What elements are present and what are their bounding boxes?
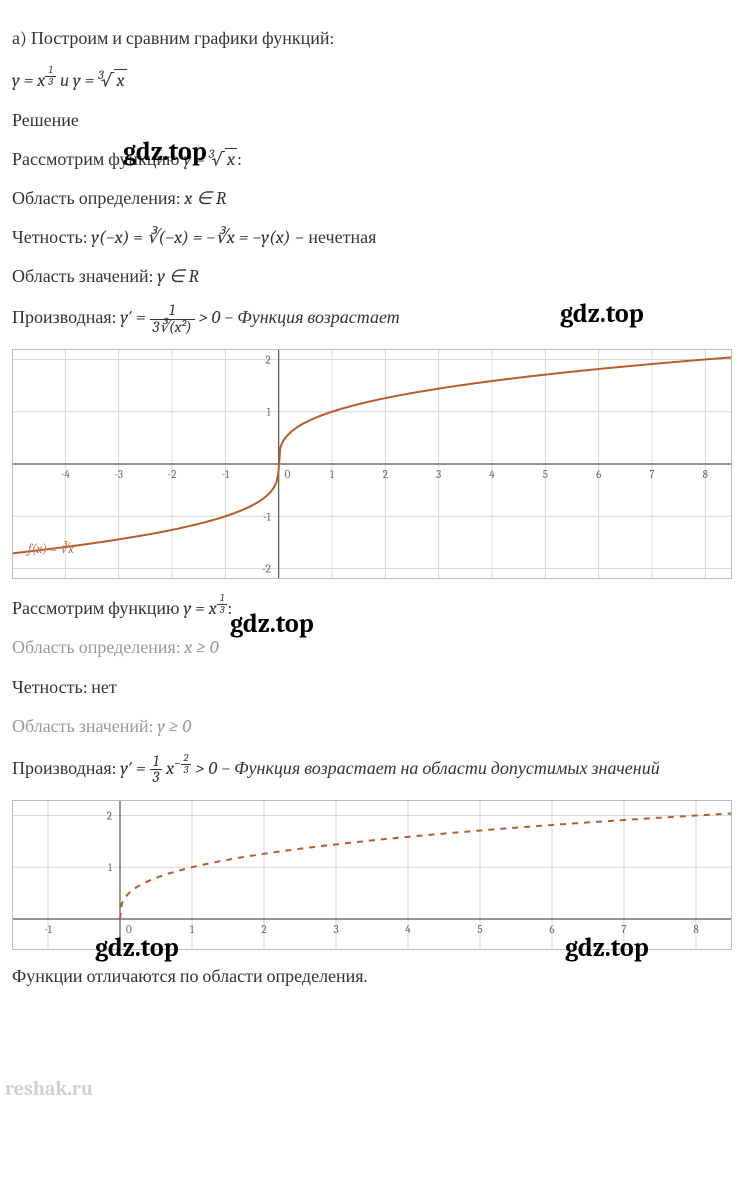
- domain1-label: Область определения:: [12, 188, 184, 209]
- svg-text:-1: -1: [263, 510, 272, 523]
- svg-text:8: 8: [693, 923, 699, 936]
- problem-title: а) Построим и сравним графики функций:: [12, 26, 740, 51]
- derivative-2: Производная: y′ = 13 x−23 > 0 − Функция …: [12, 753, 740, 786]
- derivative-1: Производная: y′ = 13∛(x²) > 0 − Функция …: [12, 303, 740, 335]
- eq1-root-idx: 3: [98, 69, 104, 83]
- svg-text:3: 3: [436, 468, 441, 481]
- parity1-post: − нечетная: [290, 227, 376, 248]
- deriv1-y: y′ =: [120, 307, 149, 328]
- consider2-pre: Рассмотрим функцию: [12, 598, 183, 619]
- svg-text:3: 3: [333, 923, 338, 936]
- domain2-label: Область определения:: [12, 637, 184, 658]
- domain1-math: x ∈ R: [184, 188, 226, 209]
- svg-text:4: 4: [405, 923, 411, 936]
- svg-text:2: 2: [261, 923, 266, 936]
- range2-math: y ≥ 0: [157, 716, 191, 737]
- chart2-svg: -112345678120: [12, 800, 732, 950]
- svg-text:5: 5: [477, 923, 482, 936]
- parity1-math: y(−x) = ∛(−x) = −∛x = −y(x): [91, 227, 290, 248]
- svg-text:-3: -3: [114, 468, 123, 481]
- range1-label: Область значений:: [12, 266, 157, 287]
- consider1-root-idx: 3: [209, 148, 215, 162]
- svg-text:-4: -4: [61, 468, 71, 481]
- consider1-pre: Рассмотрим функцию: [12, 149, 183, 170]
- svg-text:2: 2: [383, 468, 388, 481]
- parity1-pre: Четность:: [12, 227, 91, 248]
- range-1: Область значений: y ∈ R: [12, 264, 740, 289]
- eq1-lhs: y = x: [12, 70, 45, 91]
- svg-text:7: 7: [649, 468, 654, 481]
- svg-text:2: 2: [265, 354, 270, 367]
- consider1-root-arg: x: [225, 148, 237, 170]
- eq1-exp-den: 3: [45, 77, 56, 88]
- solution-label: Решение: [12, 108, 740, 133]
- svg-text:-2: -2: [168, 468, 177, 481]
- consider1-y: y =: [183, 149, 208, 170]
- range-2: Область значений: y ≥ 0: [12, 714, 740, 739]
- deriv2-y: y′ =: [120, 758, 149, 779]
- svg-text:-1: -1: [222, 468, 231, 481]
- eq1-mid: и: [60, 70, 73, 91]
- svg-text:8: 8: [703, 468, 709, 481]
- deriv2-mid: x: [162, 758, 174, 779]
- chart-2: -112345678120: [12, 800, 740, 950]
- deriv1-pre: Производная:: [12, 307, 120, 328]
- domain2-math: x ≥ 0: [184, 637, 218, 658]
- chart1-svg: -4-3-2-112345678-2-1120f(x) = ∛x: [12, 349, 732, 579]
- svg-text:0: 0: [285, 468, 291, 481]
- deriv2-pre: Производная:: [12, 758, 120, 779]
- eq1-root-arg: x: [114, 69, 126, 91]
- domain-1: Область определения: x ∈ R: [12, 186, 740, 211]
- consider2-post: :: [227, 598, 232, 619]
- reshak-watermark: reshak.ru: [5, 1075, 93, 1103]
- svg-text:6: 6: [549, 923, 554, 936]
- eq1-y2: y =: [73, 70, 98, 91]
- range1-math: y ∈ R: [157, 266, 199, 287]
- svg-text:0: 0: [126, 923, 132, 936]
- svg-text:-1: -1: [44, 923, 53, 936]
- deriv2-exp-den: 3: [181, 765, 192, 776]
- consider-2: Рассмотрим функцию y = x13:: [12, 593, 740, 621]
- deriv2-post: > 0 − Функция возрастает на области допу…: [195, 758, 659, 779]
- svg-text:4: 4: [489, 468, 495, 481]
- svg-text:5: 5: [543, 468, 548, 481]
- consider2-y: y = x: [183, 598, 216, 619]
- deriv1-post: > 0 − Функция возрастает: [199, 307, 400, 328]
- consider2-exp-den: 3: [217, 605, 228, 616]
- range2-label: Область значений:: [12, 716, 157, 737]
- consider1-post: :: [237, 149, 242, 170]
- svg-text:7: 7: [621, 923, 626, 936]
- svg-text:6: 6: [596, 468, 601, 481]
- svg-text:-2: -2: [262, 563, 271, 576]
- deriv1-den: 3∛(x²): [150, 320, 195, 335]
- domain-2: Область определения: x ≥ 0: [12, 635, 740, 660]
- svg-text:2: 2: [107, 809, 112, 822]
- equation-1: y = x13 и y = 3√x: [12, 65, 740, 93]
- parity-2: Четность: нет: [12, 675, 740, 700]
- svg-text:f(x) = ∛x: f(x) = ∛x: [26, 540, 74, 557]
- conclusion: Функции отличаются по области определени…: [12, 964, 740, 989]
- parity-1: Четность: y(−x) = ∛(−x) = −∛x = −y(x) − …: [12, 225, 740, 250]
- chart-1: -4-3-2-112345678-2-1120f(x) = ∛x: [12, 349, 740, 579]
- consider-1: Рассмотрим функцию y = 3√x:: [12, 147, 740, 172]
- deriv2-den: 3: [150, 770, 163, 785]
